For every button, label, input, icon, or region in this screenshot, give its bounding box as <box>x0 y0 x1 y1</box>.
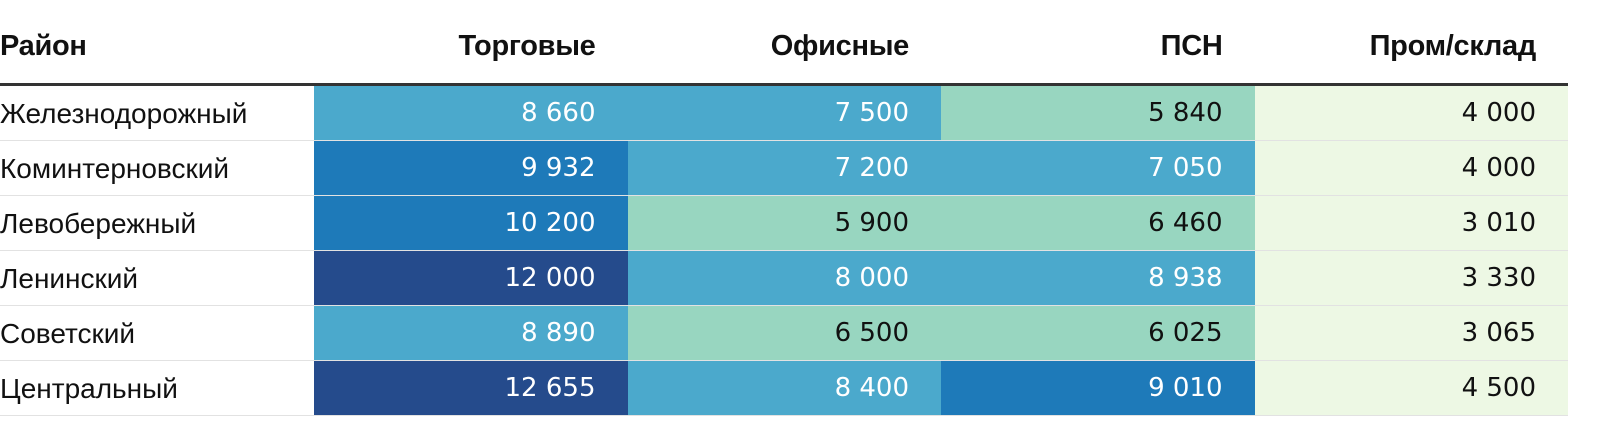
value-cell: 8 938 <box>941 251 1255 305</box>
value-cell: 9 010 <box>941 361 1255 415</box>
value-cell: 12 655 <box>314 361 628 415</box>
column-header-industrial: Пром/склад <box>1369 30 1537 62</box>
table-row: Коминтерновский 9 932 7 200 7 050 4 000 <box>0 141 1568 196</box>
column-header-office: Офисные <box>770 30 910 62</box>
value-cell: 3 330 <box>1254 251 1568 305</box>
data-table: Район Торговые Офисные ПСН Пром/склад Же… <box>0 0 1568 416</box>
value-cell: 8 890 <box>314 306 628 360</box>
value-cell: 4 000 <box>1254 86 1568 140</box>
value-cell: 8 660 <box>314 86 628 140</box>
table-header: Район Торговые Офисные ПСН Пром/склад <box>0 0 1568 86</box>
value-cell: 7 200 <box>627 141 941 195</box>
table-row: Ленинский 12 000 8 000 8 938 3 330 <box>0 251 1568 306</box>
value-cell: 4 500 <box>1254 361 1568 415</box>
column-header-retail: Торговые <box>458 30 596 62</box>
column-header-psn: ПСН <box>1160 30 1223 62</box>
district-name: Коминтерновский <box>0 153 230 184</box>
table-row: Левобережный 10 200 5 900 6 460 3 010 <box>0 196 1568 251</box>
district-name: Левобережный <box>0 208 197 239</box>
value-cell: 6 025 <box>941 306 1255 360</box>
table-row: Советский 8 890 6 500 6 025 3 065 <box>0 306 1568 361</box>
value-cell: 6 460 <box>941 196 1255 250</box>
value-cell: 9 932 <box>314 141 628 195</box>
value-cell: 7 050 <box>941 141 1255 195</box>
value-cell: 5 900 <box>627 196 941 250</box>
value-cell: 3 010 <box>1254 196 1568 250</box>
district-name: Центральный <box>0 373 178 404</box>
district-name: Железнодорожный <box>0 98 248 129</box>
table-row: Железнодорожный 8 660 7 500 5 840 4 000 <box>0 86 1568 141</box>
value-cell: 8 000 <box>627 251 941 305</box>
column-header-district: Район <box>0 30 87 62</box>
value-cell: 4 000 <box>1254 141 1568 195</box>
district-name: Ленинский <box>0 263 139 294</box>
value-cell: 8 400 <box>627 361 941 415</box>
table-body: Железнодорожный 8 660 7 500 5 840 4 000 Комин… <box>0 86 1568 416</box>
value-cell: 12 000 <box>314 251 628 305</box>
district-name: Советский <box>0 318 136 349</box>
table-row: Центральный 12 655 8 400 9 010 4 500 <box>0 361 1568 416</box>
value-cell: 6 500 <box>627 306 941 360</box>
value-cell: 10 200 <box>314 196 628 250</box>
value-cell: 5 840 <box>941 86 1255 140</box>
value-cell: 3 065 <box>1254 306 1568 360</box>
value-cell: 7 500 <box>627 86 941 140</box>
